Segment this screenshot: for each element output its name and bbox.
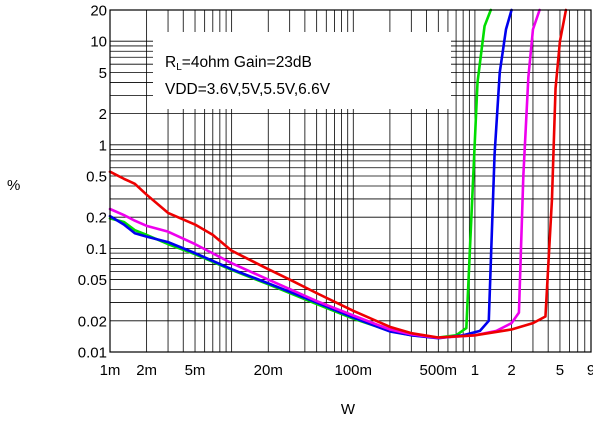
annotation-background (153, 32, 451, 109)
annotation-box: RL=4ohm Gain=23dB VDD=3.6V,5V,5.5V,6.6V (153, 32, 451, 109)
series-line-2 (108, 8, 513, 340)
series-group (108, 8, 568, 340)
y-tick-label: 0.5 (86, 168, 107, 185)
y-tick-label: 0.05 (78, 272, 107, 289)
x-tick-labels: 1m 2m 5m 20m 100m 500m 1 2 5 9 (100, 362, 593, 379)
x-tick-label: 100m (335, 362, 373, 379)
plot-frame (109, 9, 592, 353)
y-tick-label: 2 (99, 106, 107, 123)
y-tick-label: 5 (99, 65, 107, 82)
y-tick-label: 0.2 (86, 210, 107, 227)
y-tick-label: 1 (99, 137, 107, 154)
x-tick-label: 1 (471, 362, 479, 379)
annotation-line-1-subscript: L (176, 62, 182, 73)
y-tick-label: 0.1 (86, 241, 107, 258)
x-axis-label: W (341, 401, 356, 418)
x-tick-label: 5 (556, 362, 564, 379)
annotation-line-1-rest: =4ohm Gain=23dB (182, 54, 312, 71)
x-tick-label: 20m (254, 362, 283, 379)
x-tick-label: 500m (420, 362, 458, 379)
y-tick-labels: 0.01 0.02 0.05 0.1 0.2 0.5 1 2 5 10 20 (78, 3, 107, 362)
x-tick-label: 9 (587, 362, 593, 379)
y-tick-label: 20 (90, 3, 107, 20)
annotation-line-2: VDD=3.6V,5V,5.5V,6.6V (165, 81, 331, 98)
annotation-line-1: RL=4ohm Gain=23dB (165, 54, 312, 73)
x-tick-label: 2m (136, 362, 157, 379)
series-line-4 (108, 8, 568, 339)
x-tick-label: 2 (507, 362, 515, 379)
x-tick-label: 1m (100, 362, 121, 379)
y-tick-label: 10 (90, 34, 107, 51)
y-tick-label: 0.02 (78, 313, 107, 330)
x-tick-label: 5m (185, 362, 206, 379)
y-axis-label: % (7, 177, 20, 194)
annotation-line-1-prefix: R (165, 54, 176, 71)
y-tick-label: 0.01 (78, 345, 107, 362)
series-line-3 (108, 8, 541, 340)
